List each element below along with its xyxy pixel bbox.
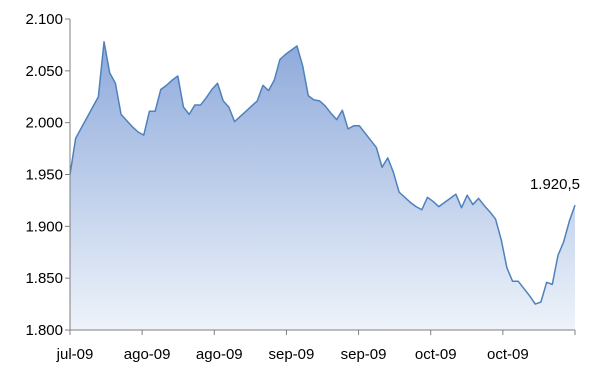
x-tick-label: oct-09: [487, 346, 529, 363]
y-tick-label: 2.000: [25, 115, 63, 132]
y-tick-label: 1.800: [25, 322, 63, 339]
y-tick-label: 1.850: [25, 270, 63, 287]
y-tick-label: 1.950: [25, 167, 63, 184]
x-tick-label: oct-09: [415, 346, 457, 363]
x-tick-label: ago-09: [196, 346, 243, 363]
series-area-fill: [70, 41, 575, 331]
x-tick-label: sep-09: [268, 346, 314, 363]
y-tick-label: 2.050: [25, 63, 63, 80]
x-tick-label: sep-09: [341, 346, 387, 363]
series-line: [69, 41, 576, 305]
x-tick-label: jul-09: [56, 346, 94, 363]
y-tick-label: 2.100: [25, 11, 63, 28]
y-tick-label: 1.900: [25, 218, 63, 235]
last-value-label: 1.920,5: [530, 176, 580, 193]
x-tick-label: ago-09: [124, 346, 171, 363]
